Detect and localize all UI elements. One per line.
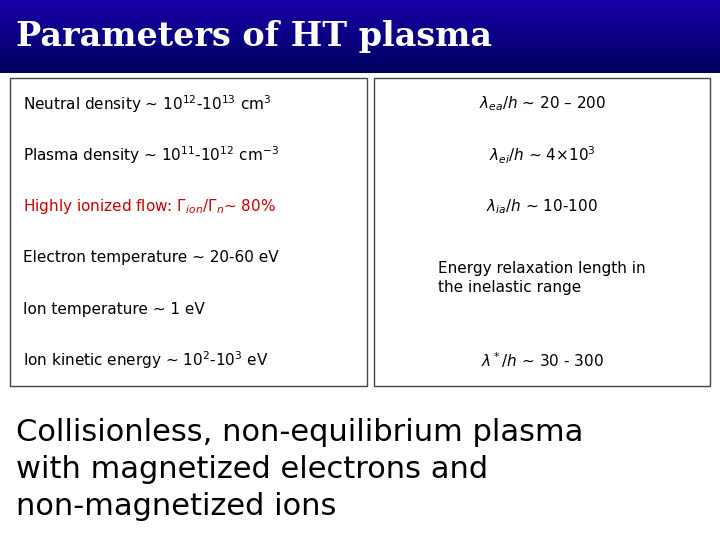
Bar xyxy=(0,16,720,18)
Text: $\lambda_{ia}/h$ ~ 10-100: $\lambda_{ia}/h$ ~ 10-100 xyxy=(486,197,598,216)
Bar xyxy=(0,51,720,53)
Bar xyxy=(0,45,720,48)
Bar xyxy=(0,5,720,7)
Bar xyxy=(0,52,720,55)
Bar xyxy=(0,63,720,65)
Bar xyxy=(0,65,720,68)
Text: Highly ionized flow: $\Gamma_{ion}/\Gamma_n$~ 80%: Highly ionized flow: $\Gamma_{ion}/\Gamm… xyxy=(23,197,276,216)
Bar xyxy=(0,12,720,15)
Text: $\lambda^*/h$ ~ 30 - 300: $\lambda^*/h$ ~ 30 - 300 xyxy=(481,350,603,370)
Bar xyxy=(0,9,720,11)
Text: Parameters of HT plasma: Parameters of HT plasma xyxy=(16,20,492,53)
Bar xyxy=(0,23,720,25)
Bar xyxy=(0,6,720,9)
Bar xyxy=(0,3,720,5)
Text: Plasma density ~ 10$^{11}$-10$^{12}$ cm$^{-3}$: Plasma density ~ 10$^{11}$-10$^{12}$ cm$… xyxy=(23,144,279,166)
Bar xyxy=(0,36,720,38)
Bar xyxy=(0,34,720,36)
Bar xyxy=(0,30,720,33)
Bar xyxy=(0,14,720,16)
Bar xyxy=(0,62,720,64)
Bar xyxy=(0,56,720,58)
Text: $\lambda_{ea}/h$ ~ 20 – 200: $\lambda_{ea}/h$ ~ 20 – 200 xyxy=(479,94,606,113)
Bar xyxy=(0,43,720,45)
Text: Electron temperature ~ 20-60 eV: Electron temperature ~ 20-60 eV xyxy=(23,251,279,265)
Bar xyxy=(0,58,720,60)
Bar xyxy=(0,71,720,73)
Text: Collisionless, non-equilibrium plasma
with magnetized electrons and
non-magnetiz: Collisionless, non-equilibrium plasma wi… xyxy=(16,418,583,521)
Text: Energy relaxation length in
the inelastic range: Energy relaxation length in the inelasti… xyxy=(438,261,646,295)
Bar xyxy=(0,39,720,42)
Bar xyxy=(0,19,720,22)
Text: $\lambda_{ei}/h$ ~ 4×10$^{3}$: $\lambda_{ei}/h$ ~ 4×10$^{3}$ xyxy=(489,145,595,166)
Bar xyxy=(0,42,720,44)
Text: Ion kinetic energy ~ 10$^{2}$-10$^{3}$ eV: Ion kinetic energy ~ 10$^{2}$-10$^{3}$ e… xyxy=(23,349,269,372)
Bar xyxy=(0,27,720,29)
Bar xyxy=(0,38,720,40)
Text: Ion temperature ~ 1 eV: Ion temperature ~ 1 eV xyxy=(23,302,204,316)
Bar xyxy=(0,69,720,71)
Bar xyxy=(0,25,720,28)
Bar xyxy=(0,67,720,69)
Bar xyxy=(0,1,720,4)
Bar xyxy=(0,18,720,20)
Bar xyxy=(0,49,720,51)
Bar xyxy=(0,47,720,49)
Text: Neutral density ~ 10$^{12}$-10$^{13}$ cm$^{3}$: Neutral density ~ 10$^{12}$-10$^{13}$ cm… xyxy=(23,93,271,115)
Bar xyxy=(0,29,720,31)
Bar xyxy=(0,10,720,13)
Bar xyxy=(0,0,720,2)
Bar xyxy=(0,22,720,24)
Bar xyxy=(0,59,720,62)
Bar xyxy=(0,54,720,57)
Bar xyxy=(10,78,367,386)
Bar xyxy=(0,32,720,35)
Bar xyxy=(374,78,710,386)
